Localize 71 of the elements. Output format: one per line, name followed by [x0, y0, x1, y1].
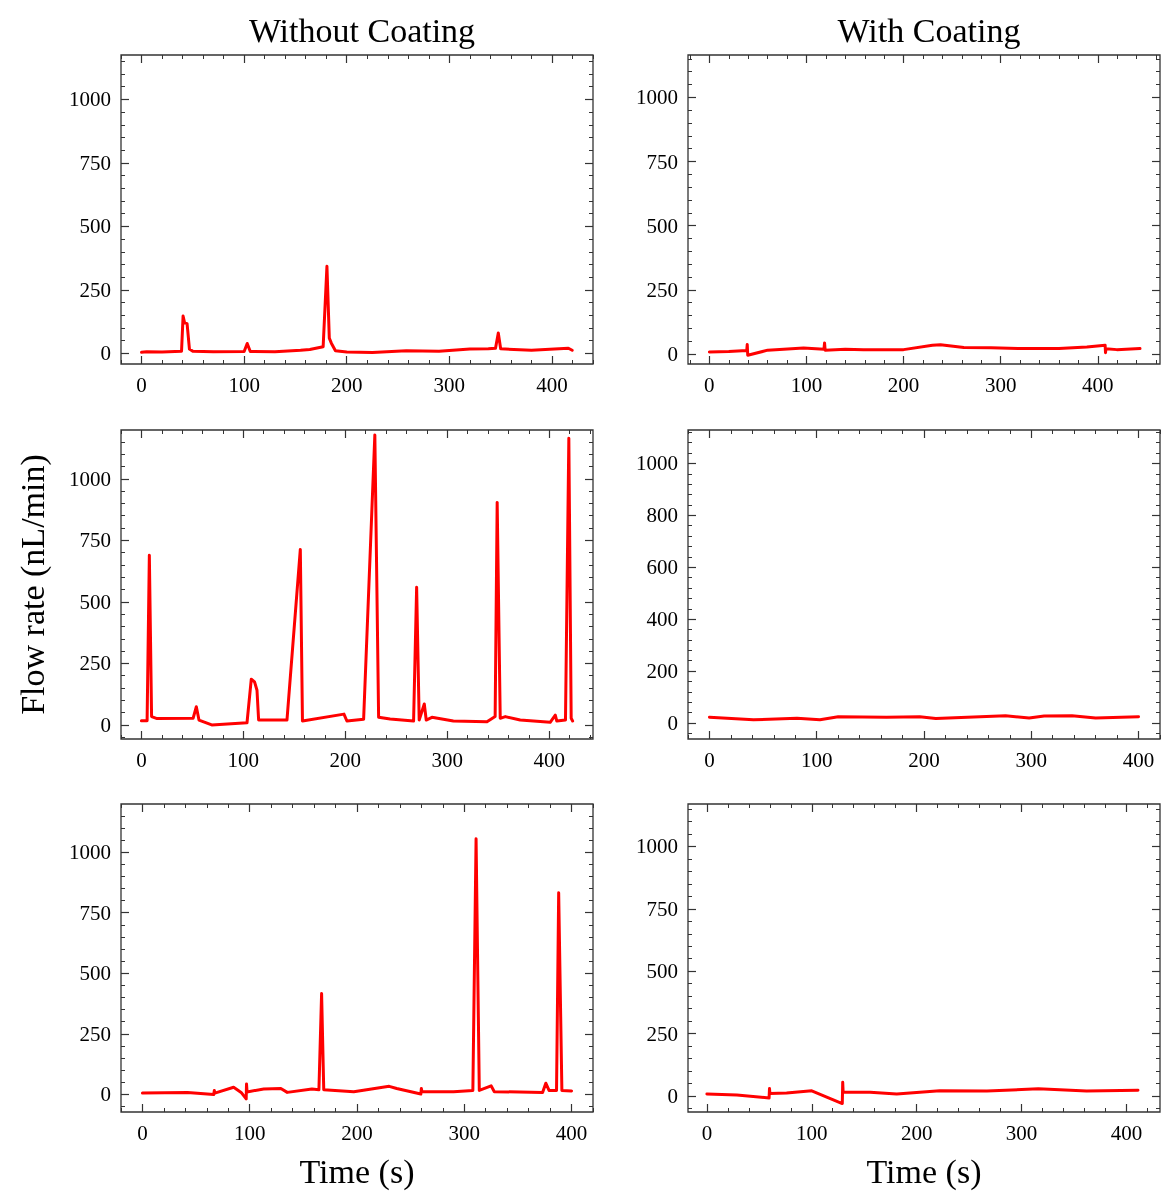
x-tick-label: 200 — [341, 1120, 373, 1145]
y-tick-label: 250 — [646, 1021, 678, 1046]
x-tick-label: 300 — [431, 747, 463, 772]
y-tick-label: 0 — [100, 341, 111, 366]
x-tick-label: 100 — [790, 372, 823, 397]
line-series — [140, 264, 574, 355]
x-tick-label: 100 — [228, 372, 260, 397]
x-tick-label: 0 — [137, 1120, 148, 1145]
x-tick-label: 400 — [1122, 747, 1155, 772]
y-tick-label: 750 — [646, 149, 678, 174]
x-axis-title: Time (s) — [299, 1152, 415, 1191]
x-tick-label: 200 — [887, 372, 920, 397]
x-tick-label: 400 — [1110, 1120, 1143, 1145]
chart-title: With Coating — [837, 11, 1021, 49]
y-tick-label: 0 — [667, 1084, 678, 1109]
y-tick-label: 1000 — [69, 840, 111, 865]
x-tick-label: 100 — [796, 1120, 828, 1145]
x-tick-label: 0 — [701, 1120, 713, 1145]
y-tick-label: 750 — [79, 150, 111, 175]
x-tick-label: 400 — [1082, 372, 1114, 397]
y-tick-label: 250 — [79, 651, 111, 676]
x-tick-label: 400 — [533, 747, 565, 772]
line-series — [705, 1080, 1140, 1106]
x-tick-label: 0 — [704, 747, 715, 772]
y-tick-label: 1000 — [636, 451, 678, 476]
y-tick-label: 1000 — [69, 87, 111, 112]
y-tick-label: 1000 — [636, 834, 678, 859]
y-tick-label: 600 — [646, 555, 678, 580]
x-tick-label: 200 — [329, 747, 362, 772]
y-tick-label: 0 — [667, 710, 678, 735]
line-series — [707, 341, 1142, 357]
chart-title: Without Coating — [248, 11, 476, 49]
x-tick-label: 100 — [227, 747, 260, 772]
line-series — [140, 837, 574, 1101]
x-tick-label: 400 — [536, 372, 568, 397]
x-tick-label: 0 — [136, 372, 147, 397]
y-tick-label: 0 — [667, 341, 678, 366]
x-tick-label: 300 — [448, 1120, 481, 1145]
y-tick-label: 750 — [646, 896, 678, 921]
y-tick-label: 1000 — [69, 466, 111, 491]
x-tick-label: 200 — [900, 1120, 933, 1145]
y-tick-label: 500 — [646, 213, 678, 238]
x-axis-title: Time (s) — [866, 1152, 982, 1191]
x-tick-label: 100 — [233, 1120, 266, 1145]
y-tick-label: 200 — [646, 659, 678, 684]
y-tick-label: 500 — [79, 589, 111, 614]
y-tick-label: 500 — [79, 214, 111, 239]
x-tick-label: 0 — [136, 747, 147, 772]
y-axis-title: Flow rate (nL/min) — [13, 454, 52, 715]
y-tick-label: 250 — [79, 277, 111, 302]
y-tick-label: 0 — [100, 1082, 111, 1107]
y-tick-label: 0 — [100, 712, 111, 737]
x-tick-label: 0 — [704, 372, 715, 397]
y-tick-label: 1000 — [636, 85, 678, 110]
y-tick-label: 500 — [646, 959, 678, 984]
y-tick-label: 800 — [646, 503, 678, 528]
x-tick-label: 300 — [1005, 1120, 1038, 1145]
y-tick-label: 500 — [79, 961, 111, 986]
x-tick-label: 200 — [908, 747, 940, 772]
y-tick-label: 750 — [79, 528, 111, 553]
y-tick-label: 250 — [646, 277, 678, 302]
y-tick-label: 250 — [79, 1021, 111, 1046]
line-series — [139, 433, 575, 727]
x-tick-label: 300 — [433, 372, 466, 397]
x-tick-label: 300 — [1015, 747, 1048, 772]
y-tick-label: 400 — [646, 607, 678, 632]
x-tick-label: 100 — [800, 747, 833, 772]
y-tick-label: 750 — [79, 900, 111, 925]
x-tick-label: 300 — [984, 372, 1017, 397]
x-tick-label: 400 — [555, 1120, 588, 1145]
x-tick-label: 200 — [330, 372, 363, 397]
